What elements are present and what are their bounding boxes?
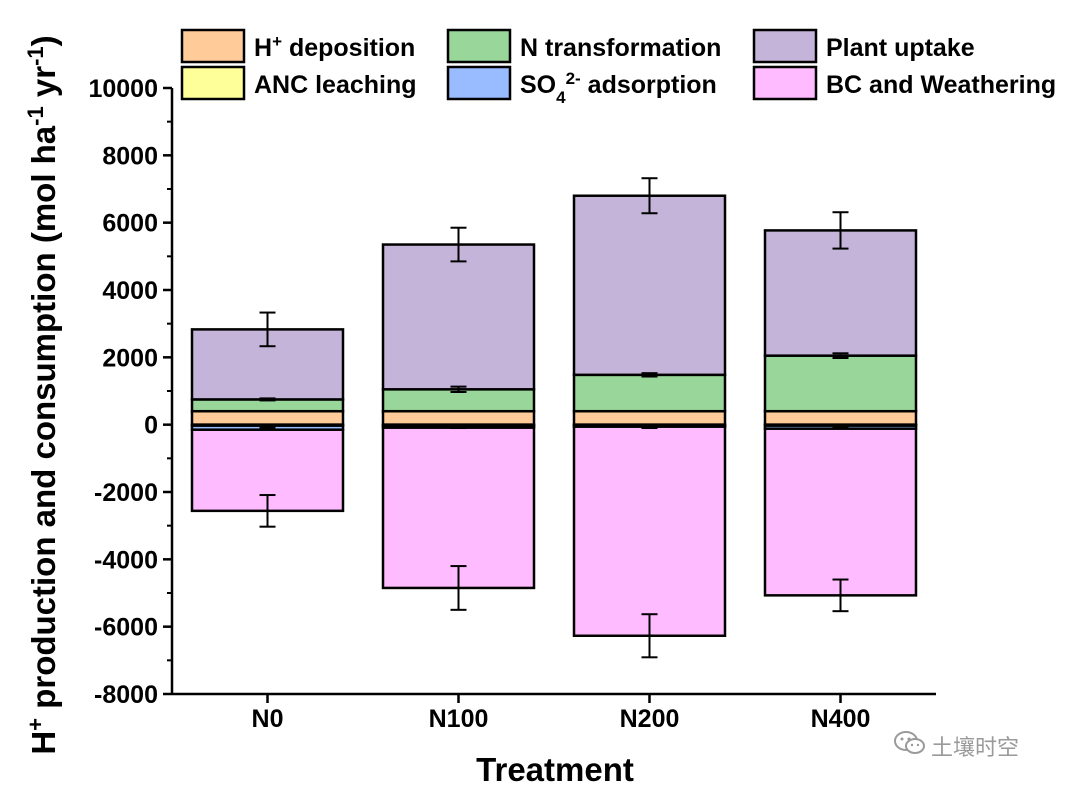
- x-tick-label-n100: N100: [429, 705, 489, 733]
- bar-plant_uptake-n200: [572, 194, 727, 377]
- legend-label-so4_adsorption: SO42- adsorption: [520, 69, 717, 107]
- y-axis-title: H+ production and consumption (mol ha-1 …: [23, 35, 63, 754]
- y-ticks: -8000 -6000 -4000 -2000 0 2000 4000 6000 8000 100…: [88, 75, 172, 709]
- bar-bc_weathering-n400: [763, 427, 918, 597]
- y-tick-label: 8000: [102, 142, 158, 170]
- bar-h_deposition-n200: [572, 409, 727, 426]
- legend-swatch-so4_adsorption: [446, 65, 512, 101]
- bar-plant_uptake-n100: [381, 243, 536, 391]
- x-axis-title: Treatment: [476, 751, 634, 788]
- y-tick-label: 2000: [102, 344, 158, 372]
- legend-swatch-anc_leaching: [180, 65, 246, 101]
- legend: H+ deposition N transformation Plant uptak…: [180, 28, 1056, 107]
- legend-swatch-bc_weathering: [752, 65, 818, 101]
- bar-h_deposition-n400: [763, 409, 918, 426]
- legend-label-plant_uptake: Plant uptake: [826, 34, 975, 62]
- bar-bc_weathering-n100: [381, 426, 536, 590]
- y-tick-label: 4000: [102, 277, 158, 305]
- y-tick-label: 6000: [102, 210, 158, 238]
- legend-label-n_transformation: N transformation: [520, 34, 721, 62]
- legend-swatch-n_transformation: [446, 28, 512, 64]
- bar-plant_uptake-n400: [763, 229, 918, 357]
- x-tick-label-n0: N0: [252, 705, 284, 733]
- legend-label-bc_weathering: BC and Weathering: [826, 71, 1056, 99]
- x-ticks: N0 N100 N200 N400: [252, 694, 871, 733]
- y-tick-label: 0: [144, 412, 158, 440]
- y-tick-label: -4000: [94, 546, 158, 574]
- watermark: 土壤时空: [893, 730, 1019, 762]
- wechat-icon: [893, 730, 927, 762]
- plot-bars: [190, 194, 918, 638]
- bar-n_transformation-n200: [572, 373, 727, 413]
- bar-h_deposition-n0: [190, 409, 345, 426]
- legend-label-h_deposition: H+ deposition: [254, 32, 415, 63]
- x-tick-label-n200: N200: [620, 705, 680, 733]
- y-tick-label: 10000: [88, 75, 158, 103]
- bar-bc_weathering-n200: [572, 425, 727, 638]
- bar-h_deposition-n100: [381, 409, 536, 426]
- watermark-text: 土壤时空: [931, 736, 1020, 761]
- legend-label-anc_leaching: ANC leaching: [254, 71, 417, 99]
- y-tick-label: -8000: [94, 681, 158, 709]
- legend-swatch-h_deposition: [180, 28, 246, 64]
- x-tick-label-n400: N400: [811, 705, 871, 733]
- bar-n_transformation-n400: [763, 354, 918, 413]
- y-tick-label: -2000: [94, 479, 158, 507]
- legend-swatch-plant_uptake: [752, 28, 818, 64]
- y-tick-label: -6000: [94, 614, 158, 642]
- error-bars: [259, 177, 849, 659]
